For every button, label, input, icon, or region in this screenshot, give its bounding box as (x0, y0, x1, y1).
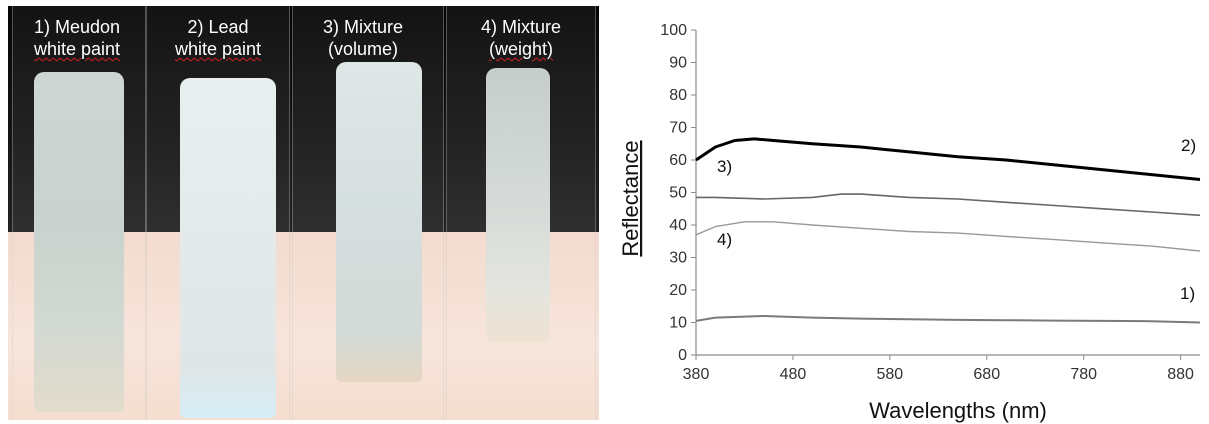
sample-label-1: 1) Meudon white paint (8, 16, 146, 60)
series-line-2 (695, 137, 1201, 181)
paint-samples-photo: 1) Meudon white paint 2) Lead white pain… (8, 6, 599, 420)
sample-label-2-line2: white paint (174, 39, 262, 59)
x-tick-label: 380 (683, 366, 710, 383)
y-tick-label: 0 (678, 347, 687, 364)
paint-stroke-mixture-weight (486, 68, 550, 342)
sample-label-4: 4) Mixture (weight) (458, 16, 584, 60)
y-axis-title: Reflectance (618, 140, 643, 256)
x-tick-label: 780 (1070, 366, 1097, 383)
x-axis-title: Wavelengths (nm) (869, 398, 1047, 423)
x-tick-label: 480 (780, 366, 807, 383)
y-tick-label: 40 (669, 217, 687, 234)
y-tick-label: 50 (669, 185, 687, 202)
series-line-1 (695, 315, 1201, 324)
series-annotation-3: 3) (717, 157, 732, 176)
sample-label-2: 2) Lead white paint (154, 16, 282, 60)
reflectance-chart: 0 10 20 30 40 50 60 70 80 90 100 380 480 580 680 780 880… (615, 0, 1209, 424)
sample-label-1-line2: white paint (33, 39, 121, 59)
y-tick-label: 60 (669, 152, 687, 169)
y-tick-label: 10 (669, 315, 687, 332)
sample-label-1-line1: 1) Meudon (33, 17, 121, 37)
paint-stroke-meudon (34, 72, 124, 412)
x-tick-label: 680 (973, 366, 1000, 383)
sample-label-3-line2: (volume) (327, 39, 398, 59)
y-tick-label: 100 (660, 22, 687, 39)
sample-label-2-line1: 2) Lead (187, 17, 249, 37)
y-tick-label: 90 (669, 55, 687, 72)
sample-label-4-line2: (weight) (488, 39, 554, 59)
chart-axes: 0 10 20 30 40 50 60 70 80 90 100 380 480 580 680 780 880 (660, 22, 1200, 383)
x-tick-label: 880 (1167, 366, 1194, 383)
reflectance-chart-svg: 0 10 20 30 40 50 60 70 80 90 100 380 480 580 680 780 880… (618, 22, 1201, 423)
sample-label-4-line1: 4) Mixture (480, 17, 561, 37)
series-line-3 (696, 193, 1201, 217)
chart-series (695, 137, 1201, 324)
y-tick-label: 80 (669, 87, 687, 104)
sample-label-3-line1: 3) Mixture (322, 17, 403, 37)
y-tick-label: 20 (669, 282, 687, 299)
series-line-4 (695, 221, 1201, 252)
y-tick-label: 30 (669, 250, 687, 267)
series-annotation-1: 1) (1180, 284, 1195, 303)
x-tick-label: 580 (876, 366, 903, 383)
chart-labels: 1) 2) 3) 4) (717, 136, 1196, 303)
series-annotation-4: 4) (717, 230, 732, 249)
series-annotation-2: 2) (1181, 136, 1196, 155)
paint-stroke-lead (180, 78, 276, 418)
y-tick-label: 70 (669, 120, 687, 137)
paint-stroke-mixture-volume (336, 62, 422, 382)
sample-label-3: 3) Mixture (volume) (298, 16, 428, 60)
